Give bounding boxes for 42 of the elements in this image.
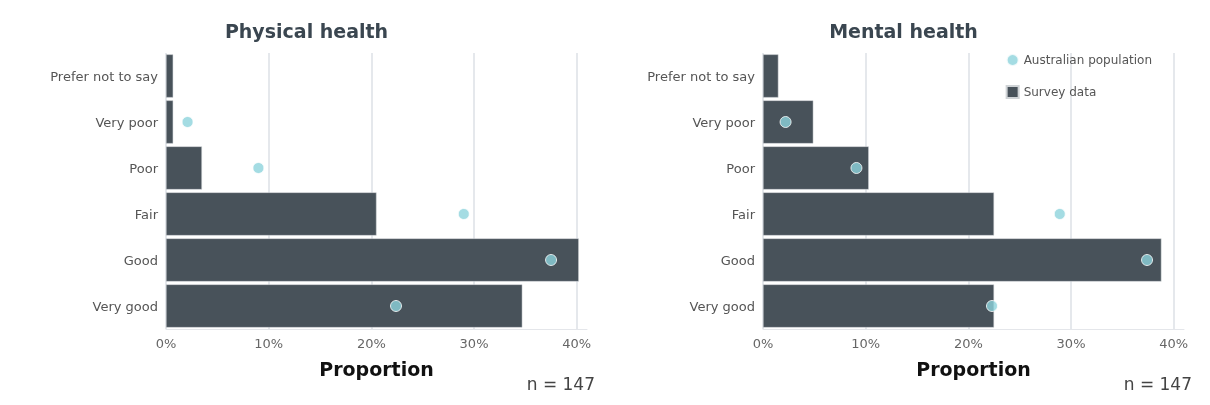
x-tick-label: 40% xyxy=(1159,336,1189,351)
y-tick-label: Fair xyxy=(731,206,756,222)
bar xyxy=(763,284,995,328)
x-tick-label: 40% xyxy=(562,336,592,351)
x-tick-label: 20% xyxy=(356,336,386,351)
legend-label: Australian population xyxy=(1023,53,1152,67)
y-tick-label: Prefer not to say xyxy=(50,68,159,84)
legend-label: Survey data xyxy=(1023,85,1097,99)
bar xyxy=(763,54,779,98)
bar xyxy=(166,238,579,282)
bar xyxy=(763,146,869,190)
text: n = 147 xyxy=(1123,373,1193,394)
y-tick-label: Very good xyxy=(92,298,158,314)
y-tick-label: Very poor xyxy=(692,114,756,130)
bar xyxy=(763,238,1162,282)
y-tick-label: Prefer not to say xyxy=(647,68,756,84)
y-tick-label: Very good xyxy=(689,298,755,314)
x-axis-title: Proportion xyxy=(319,357,434,380)
bar xyxy=(166,54,174,98)
x-tick-label: 30% xyxy=(1056,336,1086,351)
y-tick-label: Fair xyxy=(134,206,159,222)
x-axis-title: Proportion xyxy=(916,357,1031,380)
y-tick-label: Good xyxy=(720,252,755,268)
x-tick-label: 30% xyxy=(459,336,489,351)
bar xyxy=(166,100,174,144)
bar xyxy=(166,146,202,190)
bar xyxy=(166,284,523,328)
text: n = 147 xyxy=(526,373,596,394)
x-tick-label: 0% xyxy=(155,336,177,351)
y-tick-label: Poor xyxy=(726,160,756,176)
y-tick-label: Good xyxy=(123,252,158,268)
y-tick-label: Poor xyxy=(129,160,159,176)
chart-title: Mental health xyxy=(829,19,978,42)
chart-title: Physical health xyxy=(224,19,389,42)
bar xyxy=(763,100,814,144)
x-tick-label: 20% xyxy=(953,336,983,351)
x-tick-label: 0% xyxy=(752,336,774,351)
x-tick-label: 10% xyxy=(254,336,284,351)
x-tick-label: 10% xyxy=(851,336,881,351)
bar xyxy=(166,192,377,236)
y-tick-label: Very poor xyxy=(95,114,159,130)
bar xyxy=(763,192,995,236)
